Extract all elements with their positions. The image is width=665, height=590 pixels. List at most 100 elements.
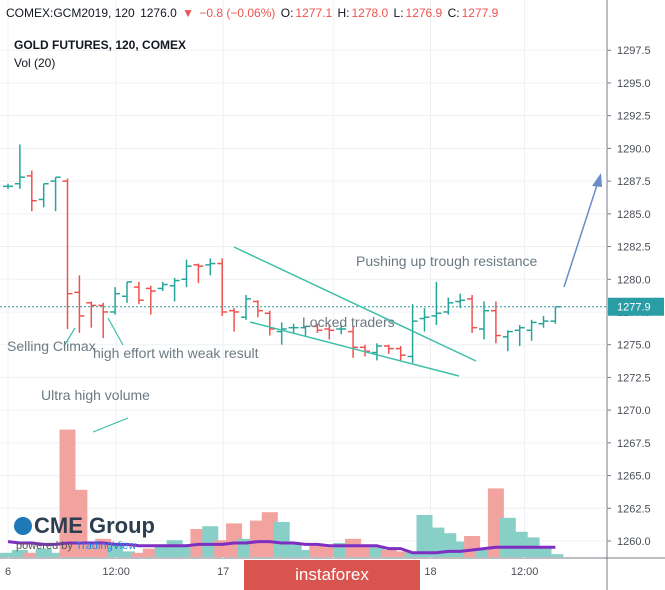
ohlc-bar — [324, 325, 335, 340]
high-effort-pointer — [107, 317, 124, 346]
ohlc-bar — [241, 294, 251, 320]
support-trendline — [249, 321, 460, 377]
ohlc-bar — [169, 277, 180, 302]
tradingview-link[interactable]: TradingView — [75, 540, 137, 552]
chart-annotation: Locked traders — [302, 314, 395, 330]
ohlc-bar — [14, 144, 25, 189]
time-tick-label: 6 — [5, 566, 11, 578]
symbol-header: COMEX:GCM2019, 120 1276.0 ▼ −0.8 (−0.06%… — [6, 6, 500, 20]
ohlc-bar — [3, 183, 13, 189]
open-value: 1277.1 — [295, 6, 333, 20]
current-price-label: 1277.9 — [617, 302, 651, 314]
resistance-trendline — [233, 246, 477, 362]
price-tick-label: 1260.0 — [617, 536, 651, 548]
ohlc-bar — [181, 259, 192, 288]
open-label: O: — [280, 6, 294, 20]
powered-by-label: powered by — [16, 540, 73, 552]
volume-bar — [11, 550, 28, 557]
ohlc-bar — [312, 323, 323, 333]
volume-bar — [309, 545, 326, 557]
price-tick-label: 1275.0 — [617, 340, 651, 352]
low-value: 1276.9 — [405, 6, 443, 20]
price-tick-label: 1292.5 — [617, 111, 651, 123]
volume-bar — [368, 547, 385, 557]
powered-by: powered by TradingView — [16, 540, 136, 552]
volume-bar — [392, 551, 409, 557]
ohlc-bar — [407, 304, 418, 364]
volume-bar — [476, 550, 492, 557]
close-value: 1277.9 — [461, 6, 499, 20]
cme-logo-text: CME Group — [34, 513, 155, 538]
ohlc-bar — [276, 322, 287, 345]
price-tick-label: 1290.0 — [617, 143, 651, 155]
selling-climax-pointer — [63, 327, 76, 347]
volume-bar — [547, 554, 564, 557]
ohlc-bar — [26, 170, 37, 212]
low-label: L: — [393, 6, 404, 20]
ohlc-bar — [86, 301, 97, 328]
down-arrow-icon: ▼ — [182, 6, 194, 20]
ohlc-bar — [502, 330, 513, 352]
volume-bar — [119, 551, 135, 557]
time-tick-label: 12:00 — [511, 566, 539, 578]
ohlc-bar — [205, 258, 216, 276]
instaforex-banner[interactable]: instaforex — [244, 560, 420, 590]
high-label: H: — [337, 6, 350, 20]
price-tick-label: 1267.5 — [617, 438, 651, 450]
breakout-arrow-head — [592, 173, 602, 187]
ohlc-bar — [538, 315, 549, 328]
chart-annotation: Selling Climax — [7, 338, 96, 354]
ohlc-bar — [264, 310, 275, 336]
price-tick-label: 1282.5 — [617, 242, 651, 254]
ohlc-bar — [479, 301, 489, 340]
volume-bar — [380, 550, 397, 557]
close-label: C: — [447, 6, 460, 20]
ohlc-bar — [252, 300, 263, 318]
ohlc-bar — [455, 293, 466, 309]
ohlc-bar — [395, 346, 406, 361]
time-tick-label: 18 — [424, 566, 436, 578]
volume-bar — [0, 552, 16, 557]
volume-bar — [130, 552, 147, 557]
high-value: 1278.0 — [351, 6, 389, 20]
cme-globe-icon — [14, 517, 32, 535]
volume-bar — [142, 548, 159, 557]
time-tick-label: 17 — [217, 566, 229, 578]
ohlc-bar — [50, 176, 61, 212]
chart-annotation: high effort with weak result — [93, 345, 259, 361]
price-tick-label: 1297.5 — [617, 45, 651, 57]
ohlc-bar — [526, 319, 537, 341]
last-price: 1276.0 — [140, 6, 177, 20]
ohlc-bar — [383, 344, 394, 354]
ohlc-bar — [133, 281, 144, 305]
ohlc-bar — [300, 325, 311, 337]
ohlc-bar — [74, 275, 85, 333]
price-tick-label: 1285.0 — [617, 209, 651, 221]
volume-legend: Vol (20) — [14, 56, 56, 70]
breakout-arrow-line — [563, 181, 599, 288]
symbol-label: COMEX:GCM2019, 120 — [6, 6, 135, 20]
volume-bar — [47, 552, 64, 557]
price-tick-label: 1262.5 — [617, 503, 651, 515]
ohlc-bar — [490, 301, 501, 344]
volume-bar — [35, 548, 52, 557]
cme-logo: CME Group — [14, 513, 155, 539]
volume-bar — [535, 548, 552, 557]
time-tick-label: 12:00 — [102, 566, 130, 578]
price-tick-label: 1295.0 — [617, 78, 651, 90]
volume-bar — [23, 552, 40, 557]
ohlc-bar — [229, 308, 240, 332]
price-tick-label: 1287.5 — [617, 176, 651, 188]
price-tick-label: 1280.0 — [617, 274, 651, 286]
volume-bar — [297, 550, 314, 557]
ohlc-bar — [336, 325, 347, 335]
price-change: −0.8 (−0.06%) — [199, 6, 276, 20]
ohlc-bar — [110, 287, 121, 315]
ohlc-bar — [157, 281, 168, 292]
volume-bar — [404, 552, 421, 557]
ohlc-bar — [62, 178, 73, 329]
ohlc-bar — [38, 182, 49, 208]
ohlc-bar — [348, 326, 359, 358]
